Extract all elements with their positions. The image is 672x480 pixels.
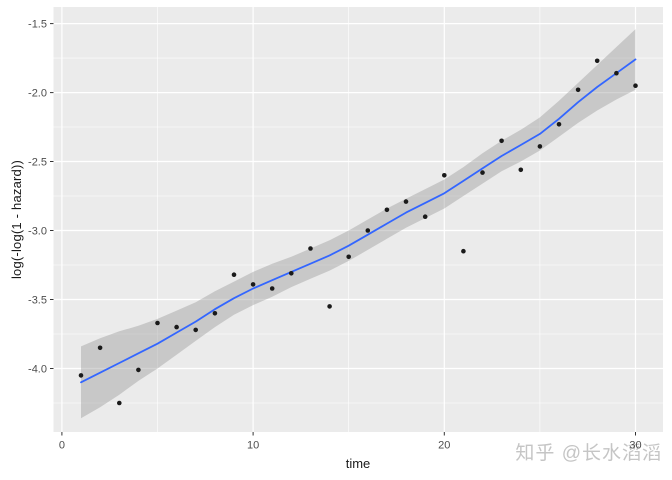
data-point <box>97 345 103 351</box>
data-point <box>422 214 428 219</box>
data-point <box>155 320 160 326</box>
zhihu-watermark: 知乎 @长水滔滔 <box>515 443 662 464</box>
data-point <box>518 167 524 173</box>
data-point <box>537 144 543 149</box>
data-point <box>594 58 600 64</box>
x-tick-label: 0 <box>59 440 65 452</box>
x-tick-label: 30 <box>629 440 641 452</box>
data-point <box>556 122 562 127</box>
data-point <box>117 400 122 406</box>
data-point <box>480 170 485 175</box>
x-tick-label: 10 <box>247 440 259 452</box>
data-point <box>78 373 84 378</box>
data-point <box>289 271 294 276</box>
data-point <box>575 87 581 93</box>
data-point <box>231 272 237 278</box>
data-point <box>365 228 371 233</box>
y-tick-label: -1.5 <box>28 18 47 30</box>
y-tick-label: -2.0 <box>28 87 47 99</box>
data-point <box>212 311 218 316</box>
data-point <box>384 207 390 213</box>
y-tick-label: -3.0 <box>28 225 47 237</box>
data-point <box>327 304 332 309</box>
data-point <box>269 286 275 291</box>
data-point <box>346 254 352 260</box>
x-tick-label: 20 <box>438 440 450 452</box>
y-tick-label: -4.0 <box>28 363 47 375</box>
data-point <box>308 246 313 251</box>
data-point <box>442 173 447 178</box>
data-point <box>633 83 638 88</box>
y-axis-title: log(-log(1 - hazard)) <box>9 159 24 280</box>
data-point <box>136 367 141 373</box>
y-tick-label: -3.5 <box>28 294 47 306</box>
data-point <box>174 324 179 330</box>
data-point <box>193 327 198 333</box>
data-point <box>403 199 409 204</box>
plot-panel <box>53 7 663 432</box>
confidence-ribbon <box>81 29 636 419</box>
x-axis-title: time <box>345 456 371 471</box>
data-point <box>250 282 256 287</box>
data-point <box>614 70 619 76</box>
smooth-line <box>80 58 637 384</box>
data-point <box>499 138 504 144</box>
data-point <box>461 248 466 254</box>
y-tick-label: -2.5 <box>28 156 47 168</box>
